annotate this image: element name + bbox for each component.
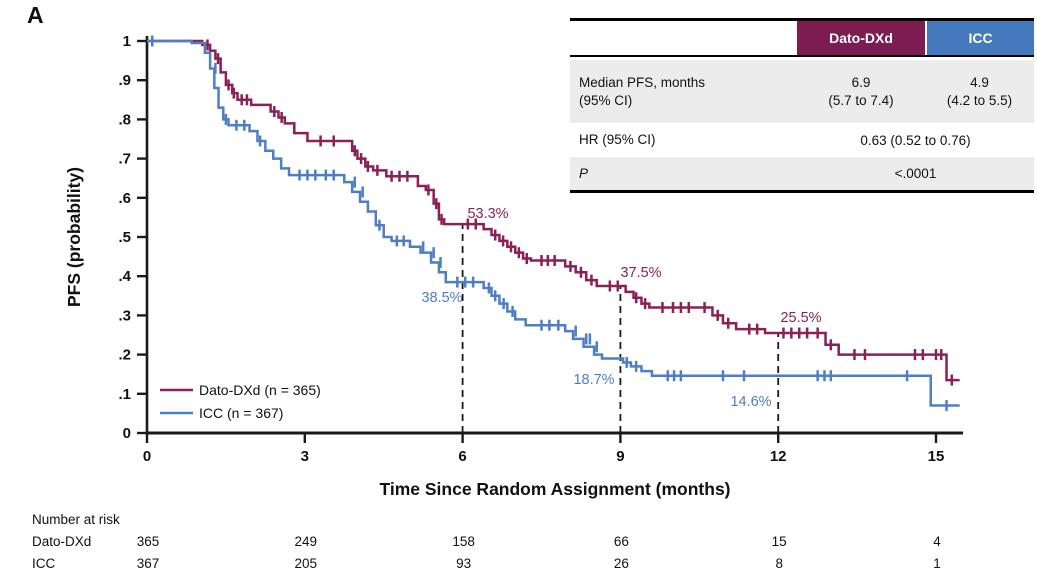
svg-text:.6: .6 bbox=[118, 190, 131, 207]
stats-table: Dato-DXd ICC Median PFS, months (95% CI)… bbox=[570, 18, 1034, 193]
median-pfs-label-line2: (95% CI) bbox=[579, 92, 633, 108]
svg-text:.1: .1 bbox=[118, 386, 131, 403]
stats-row-p: P <.0001 bbox=[570, 157, 1034, 190]
svg-text:ICC (n = 367): ICC (n = 367) bbox=[199, 405, 283, 421]
stats-table-top-border bbox=[570, 18, 1034, 21]
svg-text:3: 3 bbox=[301, 448, 309, 465]
stats-row-hr: HR (95% CI) 0.63 (0.52 to 0.76) bbox=[570, 123, 1034, 157]
hr-value: 0.63 (0.52 to 0.76) bbox=[860, 132, 971, 148]
svg-text:.2: .2 bbox=[118, 347, 131, 364]
median-pfs-dato-value-line1: 6.9 bbox=[851, 74, 871, 90]
risk-table-title: Number at risk bbox=[32, 512, 120, 527]
svg-text:9: 9 bbox=[616, 448, 624, 465]
svg-text:.7: .7 bbox=[118, 151, 131, 168]
icc-censor-marks bbox=[151, 35, 948, 412]
icc-curve bbox=[147, 39, 960, 407]
svg-text:1: 1 bbox=[123, 33, 131, 50]
dato-dxd-censor-marks bbox=[206, 39, 954, 386]
svg-text:.3: .3 bbox=[118, 307, 131, 324]
svg-text:93: 93 bbox=[456, 556, 471, 571]
svg-text:15: 15 bbox=[772, 534, 787, 549]
stats-header-gap-row bbox=[570, 57, 1034, 60]
svg-text:25.5%: 25.5% bbox=[780, 310, 821, 326]
svg-text:367: 367 bbox=[137, 556, 160, 571]
stats-table-bottom-border bbox=[570, 190, 1034, 193]
svg-text:0: 0 bbox=[143, 448, 151, 465]
svg-text:6: 6 bbox=[458, 448, 466, 465]
median-pfs-dato-ci: (5.7 to 7.4) bbox=[828, 92, 894, 108]
svg-text:.4: .4 bbox=[118, 268, 131, 285]
legend: Dato-DXd (n = 365) ICC (n = 367) bbox=[160, 382, 321, 421]
svg-text:66: 66 bbox=[614, 534, 629, 549]
svg-text:8: 8 bbox=[775, 556, 783, 571]
median-pfs-label-line1: Median PFS, months bbox=[579, 74, 706, 90]
svg-text:.5: .5 bbox=[118, 229, 131, 246]
svg-text:18.7%: 18.7% bbox=[573, 372, 614, 388]
stats-row-median-pfs: Median PFS, months (95% CI) 6.9 (5.7 to … bbox=[570, 60, 1034, 123]
median-pfs-label: Median PFS, months (95% CI) bbox=[570, 74, 797, 109]
svg-text:4: 4 bbox=[933, 534, 941, 549]
p-label: P bbox=[579, 165, 589, 181]
stats-table-header-row: Dato-DXd ICC bbox=[570, 21, 1034, 55]
svg-text:0: 0 bbox=[123, 425, 131, 442]
svg-text:249: 249 bbox=[295, 534, 318, 549]
svg-text:.9: .9 bbox=[118, 72, 131, 89]
svg-text:1: 1 bbox=[933, 556, 941, 571]
svg-text:.8: .8 bbox=[118, 111, 131, 128]
median-pfs-icc-value-line1: 4.9 bbox=[970, 74, 989, 90]
svg-text:37.5%: 37.5% bbox=[620, 265, 661, 281]
svg-text:158: 158 bbox=[452, 534, 475, 549]
svg-text:205: 205 bbox=[295, 556, 318, 571]
dato-dxd-curve bbox=[147, 39, 960, 382]
svg-text:53.3%: 53.3% bbox=[467, 206, 508, 222]
svg-text:26: 26 bbox=[614, 556, 629, 571]
svg-text:Dato-DXd (n = 365): Dato-DXd (n = 365) bbox=[199, 382, 321, 398]
risk-table: Number at risk Dato-DXd 365 249 158 66 15 4 ICC 3… bbox=[32, 512, 941, 571]
axes: 1 .9 .8 .7 .6 .5 .4 .3 .2 .1 00 3 6 9 12 15 Time Since R… bbox=[64, 33, 963, 499]
median-pfs-dato-value: 6.9 (5.7 to 7.4) bbox=[797, 74, 925, 109]
hr-label: HR (95% CI) bbox=[579, 132, 656, 148]
svg-text:38.5%: 38.5% bbox=[421, 290, 462, 306]
svg-text:14.6%: 14.6% bbox=[730, 394, 771, 410]
p-value: <.0001 bbox=[894, 166, 937, 181]
y-axis-title: PFS (probability) bbox=[64, 167, 84, 307]
x-axis-title: Time Since Random Assignment (months) bbox=[379, 479, 730, 499]
svg-text:365: 365 bbox=[137, 534, 160, 549]
stats-header-icc-cell: ICC bbox=[927, 21, 1034, 55]
stats-header-gap bbox=[925, 21, 927, 55]
panel-label: A bbox=[27, 2, 44, 28]
stats-header-dato-cell: Dato-DXd bbox=[797, 21, 925, 55]
svg-text:15: 15 bbox=[928, 448, 945, 465]
median-pfs-icc-value: 4.9 (4.2 to 5.5) bbox=[925, 74, 1034, 109]
stats-header-divider bbox=[570, 55, 1034, 57]
svg-text:Dato-DXd: Dato-DXd bbox=[32, 534, 91, 549]
median-pfs-icc-ci: (4.2 to 5.5) bbox=[946, 92, 1013, 108]
milestone-annotations: 53.3% 38.5% 37.5% 18.7% 25.5% 14.6% bbox=[421, 206, 821, 410]
stats-header-spacer bbox=[570, 21, 797, 55]
svg-text:12: 12 bbox=[770, 448, 787, 465]
svg-text:ICC: ICC bbox=[32, 556, 56, 571]
